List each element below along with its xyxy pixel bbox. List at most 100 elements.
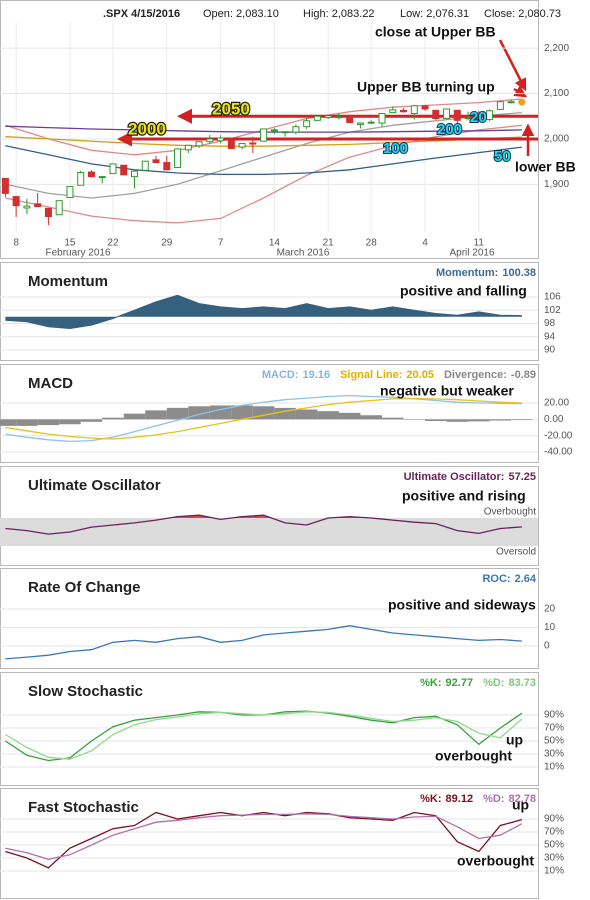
panel-frame: [0, 466, 539, 566]
divergence-bar: [468, 419, 490, 422]
readout-name: %D:: [483, 677, 504, 689]
y-tick-label: 94: [544, 331, 556, 342]
series-line: [5, 145, 522, 176]
readout: %K: 92.77 %D: 83.73: [420, 677, 536, 689]
candle-body: [432, 109, 440, 120]
candle-body: [227, 139, 235, 149]
y-tick-label: -20.00: [544, 430, 573, 441]
candle-body: [400, 109, 407, 113]
y-tick-label: 50%: [544, 840, 564, 851]
candle-body: [163, 162, 171, 171]
band-label: Oversold: [496, 547, 536, 558]
readout-value: 2.64: [515, 573, 537, 585]
series-label: 100: [383, 140, 408, 157]
y-tick-label: 30%: [544, 853, 564, 864]
series-line: [5, 111, 522, 199]
divergence-bar: [252, 406, 275, 420]
divergence-bar: [295, 409, 318, 420]
divergence-bar: [59, 419, 81, 425]
annotation: overbought: [435, 748, 512, 764]
readout: MACD: 19.16 Signal Line: 20.05 Divergence: -0…: [262, 369, 536, 381]
divergence-bar: [511, 419, 533, 421]
annotation: negative but weaker: [380, 383, 514, 399]
candle-body: [109, 163, 117, 174]
candle-body: [475, 115, 483, 121]
y-tick-label: 20.00: [544, 398, 569, 409]
reference-label: 2000: [128, 119, 166, 138]
divergence-bar: [102, 417, 124, 420]
x-tick-label: 14: [269, 238, 281, 249]
series-line: [5, 625, 522, 660]
panel-title: Ultimate Oscillator: [28, 477, 161, 494]
y-tick-label: 90: [544, 345, 556, 356]
candle-body: [507, 101, 515, 104]
candle-body: [292, 126, 300, 133]
readout-value: 82.78: [508, 793, 536, 805]
series-line: [5, 294, 522, 330]
y-tick-label: 70%: [544, 723, 564, 734]
divergence-bar: [489, 419, 512, 421]
x-tick-label: 7: [218, 238, 224, 249]
candle-body: [12, 196, 20, 207]
annotation: close at Upper BB: [375, 24, 496, 40]
candle-body: [346, 116, 354, 124]
area-fill: [5, 515, 522, 519]
annotation: lower BB: [515, 159, 576, 175]
divergence-bar: [145, 410, 167, 420]
candle-body: [260, 128, 268, 142]
divergence-bar: [446, 419, 469, 422]
header-text: Close: 2,080.73: [484, 8, 561, 20]
candle-body: [324, 115, 332, 119]
series-line: [5, 124, 522, 224]
candle-body: [335, 116, 343, 119]
y-tick-label: 50%: [544, 736, 564, 747]
panel-title: MACD: [28, 375, 73, 392]
series-line: [5, 514, 522, 535]
x-tick-label: 8: [13, 238, 19, 249]
y-tick-label: 90%: [544, 814, 564, 825]
panel-title: Rate Of Change: [28, 579, 141, 596]
y-tick-label: 0: [544, 641, 550, 652]
y-tick-label: 102: [544, 305, 561, 316]
readout: Momentum: 100.38: [436, 267, 536, 279]
readout-value: 100.38: [502, 267, 536, 279]
header-text: Open: 2,083.10: [203, 8, 279, 20]
y-tick-label: 1,900: [544, 179, 569, 190]
candle-body: [217, 137, 225, 142]
candle-body: [356, 122, 364, 125]
readout-value: 20.05: [406, 369, 434, 381]
candle-body: [453, 109, 461, 121]
readout-name: Ultimate Oscillator:: [404, 471, 505, 483]
divergence-bar: [166, 407, 189, 420]
divergence-bar: [425, 419, 447, 421]
y-tick-label: 10: [544, 622, 556, 633]
annotation: positive and sideways: [388, 597, 536, 613]
reference-label: 2050: [212, 99, 250, 118]
candle-body: [174, 148, 182, 169]
series-line: [5, 711, 523, 760]
panel-title: Fast Stochastic: [28, 799, 139, 816]
series-line: [5, 813, 523, 860]
candle-body: [66, 186, 74, 199]
readout-value: 83.73: [508, 677, 536, 689]
panel-title: Momentum: [28, 273, 108, 290]
oscillator-band: [0, 518, 538, 547]
month-label: April 2016: [449, 248, 494, 259]
y-tick-label: 10%: [544, 762, 564, 773]
readout-value: -0.89: [511, 369, 536, 381]
candle-body: [195, 141, 203, 147]
y-tick-label: -40.00: [544, 447, 573, 458]
panel-frame: [0, 672, 539, 786]
series-line: [5, 397, 522, 440]
y-tick-label: 0.00: [544, 414, 564, 425]
series-line: [5, 811, 523, 869]
annotation: positive and rising: [402, 488, 526, 504]
panel-frame: [0, 262, 539, 361]
candle-body: [77, 172, 85, 186]
readout-name: Divergence:: [444, 369, 507, 381]
candle-body: [281, 131, 289, 134]
readout: Ultimate Oscillator: 57.25: [404, 471, 536, 483]
candle-body: [131, 170, 138, 178]
series-label: 200: [437, 121, 462, 138]
